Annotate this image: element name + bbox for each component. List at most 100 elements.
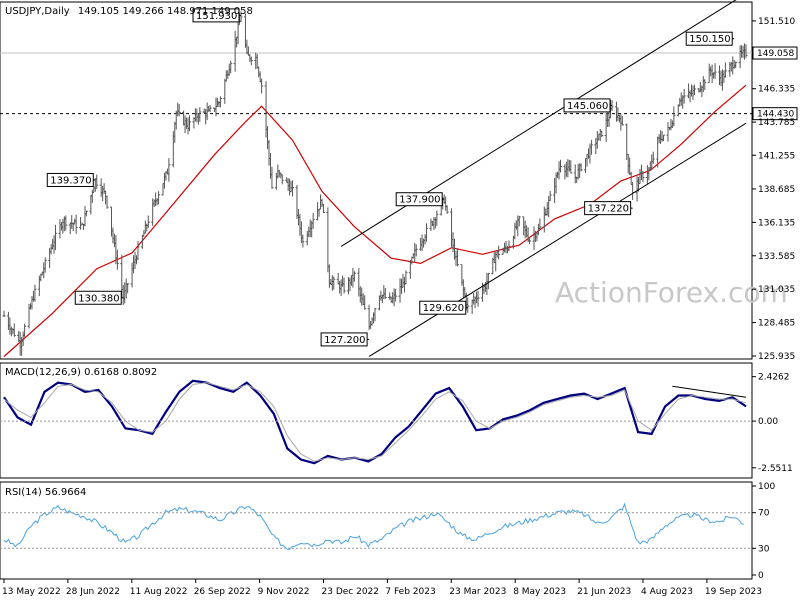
ohlc-bar bbox=[177, 103, 181, 117]
price-annotation: 150.150 bbox=[685, 31, 735, 46]
price-annotation: 145.060 bbox=[563, 98, 613, 113]
ohlc-values: 149.105 149.266 148.971 149.058 bbox=[78, 6, 253, 17]
ohlc-bar bbox=[84, 210, 88, 217]
ohlc-bar bbox=[435, 210, 439, 226]
ohlc-bar bbox=[703, 79, 707, 90]
price-tick-label: 133.585 bbox=[758, 252, 795, 262]
price-panel-frame bbox=[0, 1, 753, 360]
ohlc-bar bbox=[146, 215, 150, 229]
ohlc-bar bbox=[2, 310, 6, 317]
price-annotation: 137.220 bbox=[584, 201, 633, 216]
macd-tick-label: 0.00 bbox=[758, 417, 778, 427]
date-tick-label: 4 Aug 2023 bbox=[641, 587, 693, 597]
price-bars-group bbox=[2, 11, 748, 356]
rsi-title: RSI(14) 56.9664 bbox=[5, 487, 86, 498]
rsi-tick-label: 0 bbox=[758, 571, 764, 581]
ohlc-bar bbox=[291, 180, 295, 197]
ohlc-bar bbox=[105, 195, 109, 209]
date-tick-label: 9 Nov 2022 bbox=[258, 587, 310, 597]
svg-text:USDJPY,Daily 149.105 149.2: USDJPY,Daily 149.105 149.266 148.971 149… bbox=[5, 6, 253, 17]
ohlc-bar bbox=[64, 215, 68, 231]
ohlc-bar bbox=[723, 62, 727, 78]
ohlc-bar bbox=[33, 284, 37, 302]
price-annotation: 129.620 bbox=[419, 300, 468, 315]
macd-trendline bbox=[672, 385, 747, 398]
last-price-box bbox=[752, 46, 798, 60]
ohlc-bar bbox=[579, 163, 583, 172]
ohlc-bar bbox=[682, 88, 686, 104]
price-panel-title: USDJPY,Daily bbox=[5, 6, 70, 17]
ohlc-bar bbox=[43, 257, 47, 273]
ohlc-bar bbox=[342, 277, 346, 294]
ohlc-bar bbox=[672, 106, 676, 127]
ohlc-bar bbox=[198, 107, 202, 122]
ohlc-bar bbox=[744, 44, 748, 58]
ohlc-bar bbox=[249, 56, 253, 66]
ohlc-bar bbox=[538, 218, 542, 230]
ohlc-bar bbox=[260, 78, 264, 94]
ohlc-bar bbox=[569, 160, 573, 174]
rsi-tick-label: 100 bbox=[758, 482, 775, 492]
ohlc-bar bbox=[239, 11, 243, 22]
rsi-y-axis: 100 70 30 0 bbox=[0, 482, 775, 581]
date-tick-label: 8 May 2023 bbox=[513, 587, 566, 597]
macd-signal-line bbox=[3, 382, 747, 462]
svg-text:151.930: 151.930 bbox=[196, 11, 237, 22]
date-tick-label: 26 Sep 2022 bbox=[194, 587, 251, 597]
ohlc-bar bbox=[332, 276, 336, 290]
watermark: ActionForex.com bbox=[555, 276, 788, 309]
ohlc-bar bbox=[12, 323, 16, 337]
ohlc-bar bbox=[23, 323, 27, 337]
macd-tick-label: -2.5511 bbox=[758, 464, 793, 474]
ohlc-bar bbox=[363, 295, 367, 310]
ohlc-bar bbox=[455, 248, 459, 267]
svg-text:139.370: 139.370 bbox=[50, 175, 91, 186]
ohlc-bar bbox=[126, 283, 130, 294]
date-axis: 13 May 2022 28 Jun 2022 11 Aug 2022 26 Sep … bbox=[2, 579, 762, 597]
level-tag-label: 144.430 bbox=[757, 110, 794, 120]
ohlc-bar bbox=[280, 174, 284, 185]
ohlc-bar bbox=[476, 290, 480, 307]
ohlc-bar bbox=[136, 240, 140, 261]
price-labels-group: 151.930 139.370 130.380 127.200 137.900 129.6… bbox=[46, 8, 735, 347]
price-tick-label: 128.485 bbox=[758, 319, 795, 329]
svg-text:129.620: 129.620 bbox=[423, 303, 464, 314]
ohlc-bar bbox=[414, 244, 418, 257]
ohlc-bar bbox=[115, 249, 119, 270]
rsi-line bbox=[3, 502, 745, 550]
date-tick-label: 7 Feb 2023 bbox=[385, 587, 435, 597]
ohlc-bar bbox=[54, 224, 58, 251]
level-tag-box bbox=[752, 107, 798, 121]
ohlc-bar bbox=[352, 271, 356, 282]
date-tick-label: 21 Jun 2023 bbox=[577, 587, 631, 597]
price-annotation: 151.930 bbox=[192, 8, 242, 23]
price-annotation: 139.370 bbox=[46, 172, 96, 187]
ohlc-bar bbox=[589, 139, 593, 155]
svg-text:137.220: 137.220 bbox=[588, 204, 629, 215]
macd-panel-frame bbox=[0, 362, 753, 479]
last-price-label: 149.058 bbox=[757, 49, 794, 59]
price-tick-label: 143.785 bbox=[758, 118, 795, 128]
price-tick-label: 136.135 bbox=[758, 218, 795, 228]
svg-text:137.900: 137.900 bbox=[399, 195, 440, 206]
ohlc-bar bbox=[486, 272, 490, 290]
ohlc-bar bbox=[528, 238, 532, 245]
ohlc-bar bbox=[734, 61, 738, 69]
rsi-tick-label: 70 bbox=[758, 509, 770, 519]
macd-lines-group bbox=[3, 379, 747, 465]
ohlc-bar bbox=[373, 307, 377, 322]
ohlc-bar bbox=[383, 288, 387, 299]
ohlc-bar bbox=[321, 203, 325, 214]
svg-text:145.060: 145.060 bbox=[567, 101, 608, 112]
rsi-panel-frame bbox=[0, 481, 753, 580]
ohlc-bar bbox=[311, 212, 315, 229]
ohlc-bar bbox=[218, 96, 222, 108]
ohlc-bar bbox=[559, 159, 562, 173]
ohlc-bar bbox=[548, 190, 552, 201]
ohlc-bar bbox=[404, 270, 408, 285]
price-y-axis: 151.510 146.335 143.785 141.255 138.685 136.1… bbox=[752, 17, 795, 362]
macd-y-axis: 2.4262 0.00 -2.5511 bbox=[0, 373, 793, 474]
ohlc-bar bbox=[692, 84, 696, 96]
ohlc-bar bbox=[167, 158, 171, 182]
rsi-tick-label: 30 bbox=[758, 544, 770, 554]
